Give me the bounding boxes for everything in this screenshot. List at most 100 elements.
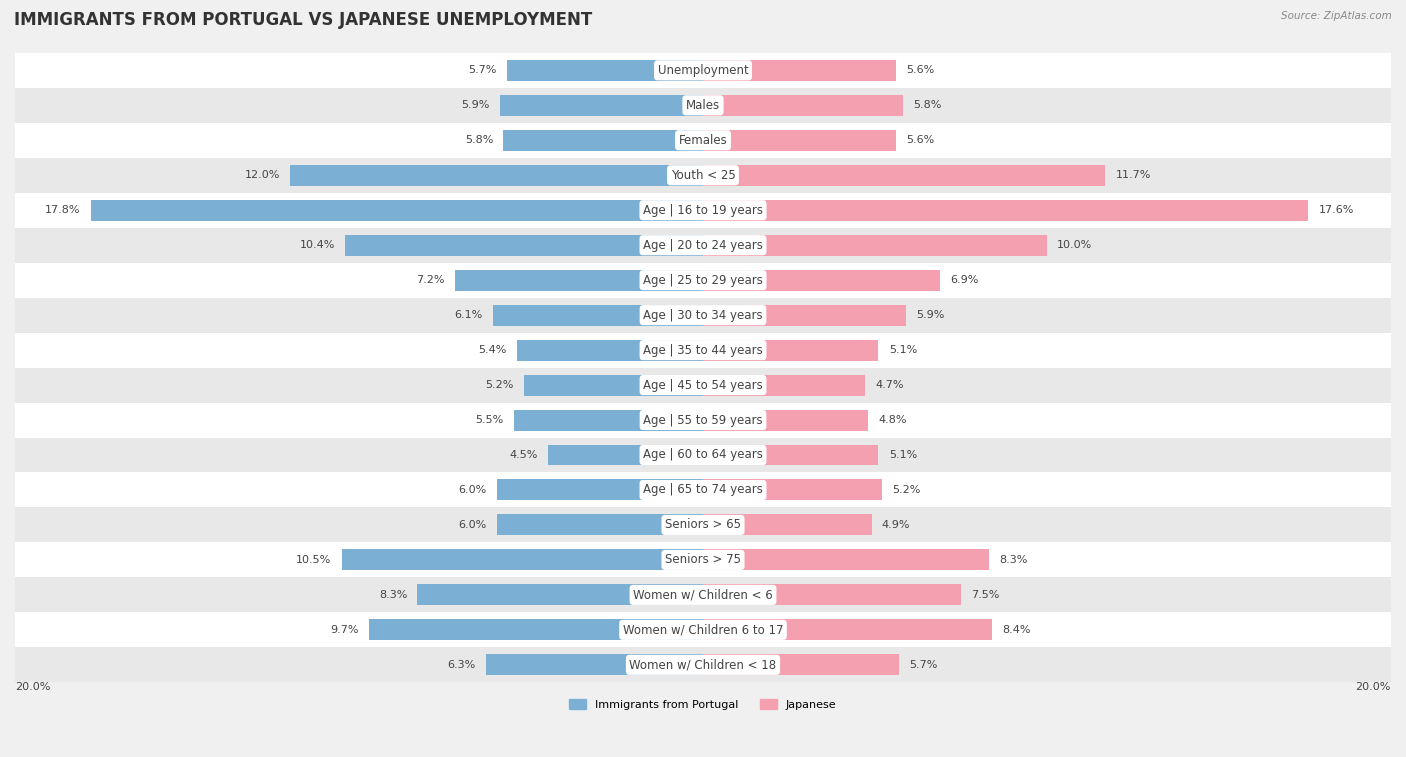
- Bar: [15, 578, 1391, 612]
- Bar: [508, 60, 703, 81]
- Bar: [703, 340, 879, 360]
- Bar: [517, 340, 703, 360]
- Bar: [418, 584, 703, 606]
- Text: Age | 65 to 74 years: Age | 65 to 74 years: [643, 484, 763, 497]
- Bar: [15, 472, 1391, 507]
- Text: IMMIGRANTS FROM PORTUGAL VS JAPANESE UNEMPLOYMENT: IMMIGRANTS FROM PORTUGAL VS JAPANESE UNE…: [14, 11, 592, 30]
- Bar: [15, 368, 1391, 403]
- Text: Seniors > 75: Seniors > 75: [665, 553, 741, 566]
- Text: Women w/ Children < 6: Women w/ Children < 6: [633, 588, 773, 601]
- Text: 20.0%: 20.0%: [1355, 682, 1391, 693]
- Text: Age | 16 to 19 years: Age | 16 to 19 years: [643, 204, 763, 217]
- Bar: [501, 95, 703, 116]
- Bar: [494, 304, 703, 326]
- Bar: [703, 654, 898, 675]
- Text: 5.9%: 5.9%: [461, 101, 489, 111]
- Text: 5.2%: 5.2%: [485, 380, 513, 390]
- Bar: [346, 235, 703, 256]
- Text: 5.2%: 5.2%: [893, 485, 921, 495]
- Bar: [15, 123, 1391, 157]
- Text: 5.1%: 5.1%: [889, 345, 917, 355]
- Bar: [703, 619, 993, 640]
- Bar: [496, 479, 703, 500]
- Bar: [15, 298, 1391, 332]
- Bar: [370, 619, 703, 640]
- Text: 5.4%: 5.4%: [478, 345, 508, 355]
- Text: Age | 55 to 59 years: Age | 55 to 59 years: [643, 413, 763, 426]
- Text: 5.1%: 5.1%: [889, 450, 917, 460]
- Bar: [703, 375, 865, 396]
- Text: 6.1%: 6.1%: [454, 310, 482, 320]
- Bar: [456, 269, 703, 291]
- Text: Seniors > 65: Seniors > 65: [665, 519, 741, 531]
- Bar: [290, 165, 703, 185]
- Text: Age | 35 to 44 years: Age | 35 to 44 years: [643, 344, 763, 357]
- Bar: [703, 479, 882, 500]
- Text: 6.0%: 6.0%: [458, 485, 486, 495]
- Bar: [703, 200, 1309, 221]
- Text: 8.3%: 8.3%: [998, 555, 1028, 565]
- Text: 17.6%: 17.6%: [1319, 205, 1354, 215]
- Bar: [15, 88, 1391, 123]
- Bar: [90, 200, 703, 221]
- Bar: [548, 444, 703, 466]
- Text: 5.6%: 5.6%: [905, 65, 934, 76]
- Text: 5.5%: 5.5%: [475, 415, 503, 425]
- Bar: [703, 410, 868, 431]
- Legend: Immigrants from Portugal, Japanese: Immigrants from Portugal, Japanese: [565, 695, 841, 715]
- Bar: [15, 543, 1391, 578]
- Bar: [486, 654, 703, 675]
- Bar: [524, 375, 703, 396]
- Text: Age | 45 to 54 years: Age | 45 to 54 years: [643, 378, 763, 391]
- Text: Females: Females: [679, 134, 727, 147]
- Text: 10.0%: 10.0%: [1057, 240, 1092, 250]
- Bar: [703, 235, 1047, 256]
- Text: 6.0%: 6.0%: [458, 520, 486, 530]
- Bar: [15, 612, 1391, 647]
- Text: 6.9%: 6.9%: [950, 275, 979, 285]
- Bar: [703, 269, 941, 291]
- Text: Age | 20 to 24 years: Age | 20 to 24 years: [643, 238, 763, 251]
- Bar: [15, 228, 1391, 263]
- Bar: [703, 304, 905, 326]
- Text: 7.5%: 7.5%: [972, 590, 1000, 600]
- Text: 5.6%: 5.6%: [905, 136, 934, 145]
- Text: 9.7%: 9.7%: [330, 625, 359, 635]
- Bar: [496, 515, 703, 535]
- Text: 8.3%: 8.3%: [378, 590, 408, 600]
- Text: Age | 30 to 34 years: Age | 30 to 34 years: [643, 309, 763, 322]
- Text: Unemployment: Unemployment: [658, 64, 748, 76]
- Text: 5.8%: 5.8%: [912, 101, 941, 111]
- Text: Males: Males: [686, 99, 720, 112]
- Bar: [503, 129, 703, 151]
- Text: 10.5%: 10.5%: [297, 555, 332, 565]
- Bar: [703, 165, 1105, 185]
- Text: Youth < 25: Youth < 25: [671, 169, 735, 182]
- Bar: [513, 410, 703, 431]
- Bar: [15, 263, 1391, 298]
- Bar: [15, 438, 1391, 472]
- Text: Women w/ Children < 18: Women w/ Children < 18: [630, 659, 776, 671]
- Bar: [15, 53, 1391, 88]
- Text: 5.7%: 5.7%: [468, 65, 496, 76]
- Text: Age | 60 to 64 years: Age | 60 to 64 years: [643, 448, 763, 462]
- Text: 5.8%: 5.8%: [465, 136, 494, 145]
- Text: 5.7%: 5.7%: [910, 660, 938, 670]
- Text: 6.3%: 6.3%: [447, 660, 477, 670]
- Text: Age | 25 to 29 years: Age | 25 to 29 years: [643, 273, 763, 287]
- Text: 12.0%: 12.0%: [245, 170, 280, 180]
- Bar: [703, 95, 903, 116]
- Text: Women w/ Children 6 to 17: Women w/ Children 6 to 17: [623, 623, 783, 637]
- Text: 10.4%: 10.4%: [299, 240, 335, 250]
- Bar: [15, 193, 1391, 228]
- Bar: [703, 515, 872, 535]
- Text: 17.8%: 17.8%: [45, 205, 80, 215]
- Bar: [15, 507, 1391, 543]
- Bar: [703, 60, 896, 81]
- Bar: [703, 584, 960, 606]
- Text: 7.2%: 7.2%: [416, 275, 446, 285]
- Bar: [703, 550, 988, 571]
- Bar: [703, 129, 896, 151]
- Text: Source: ZipAtlas.com: Source: ZipAtlas.com: [1281, 11, 1392, 21]
- Text: 4.7%: 4.7%: [875, 380, 904, 390]
